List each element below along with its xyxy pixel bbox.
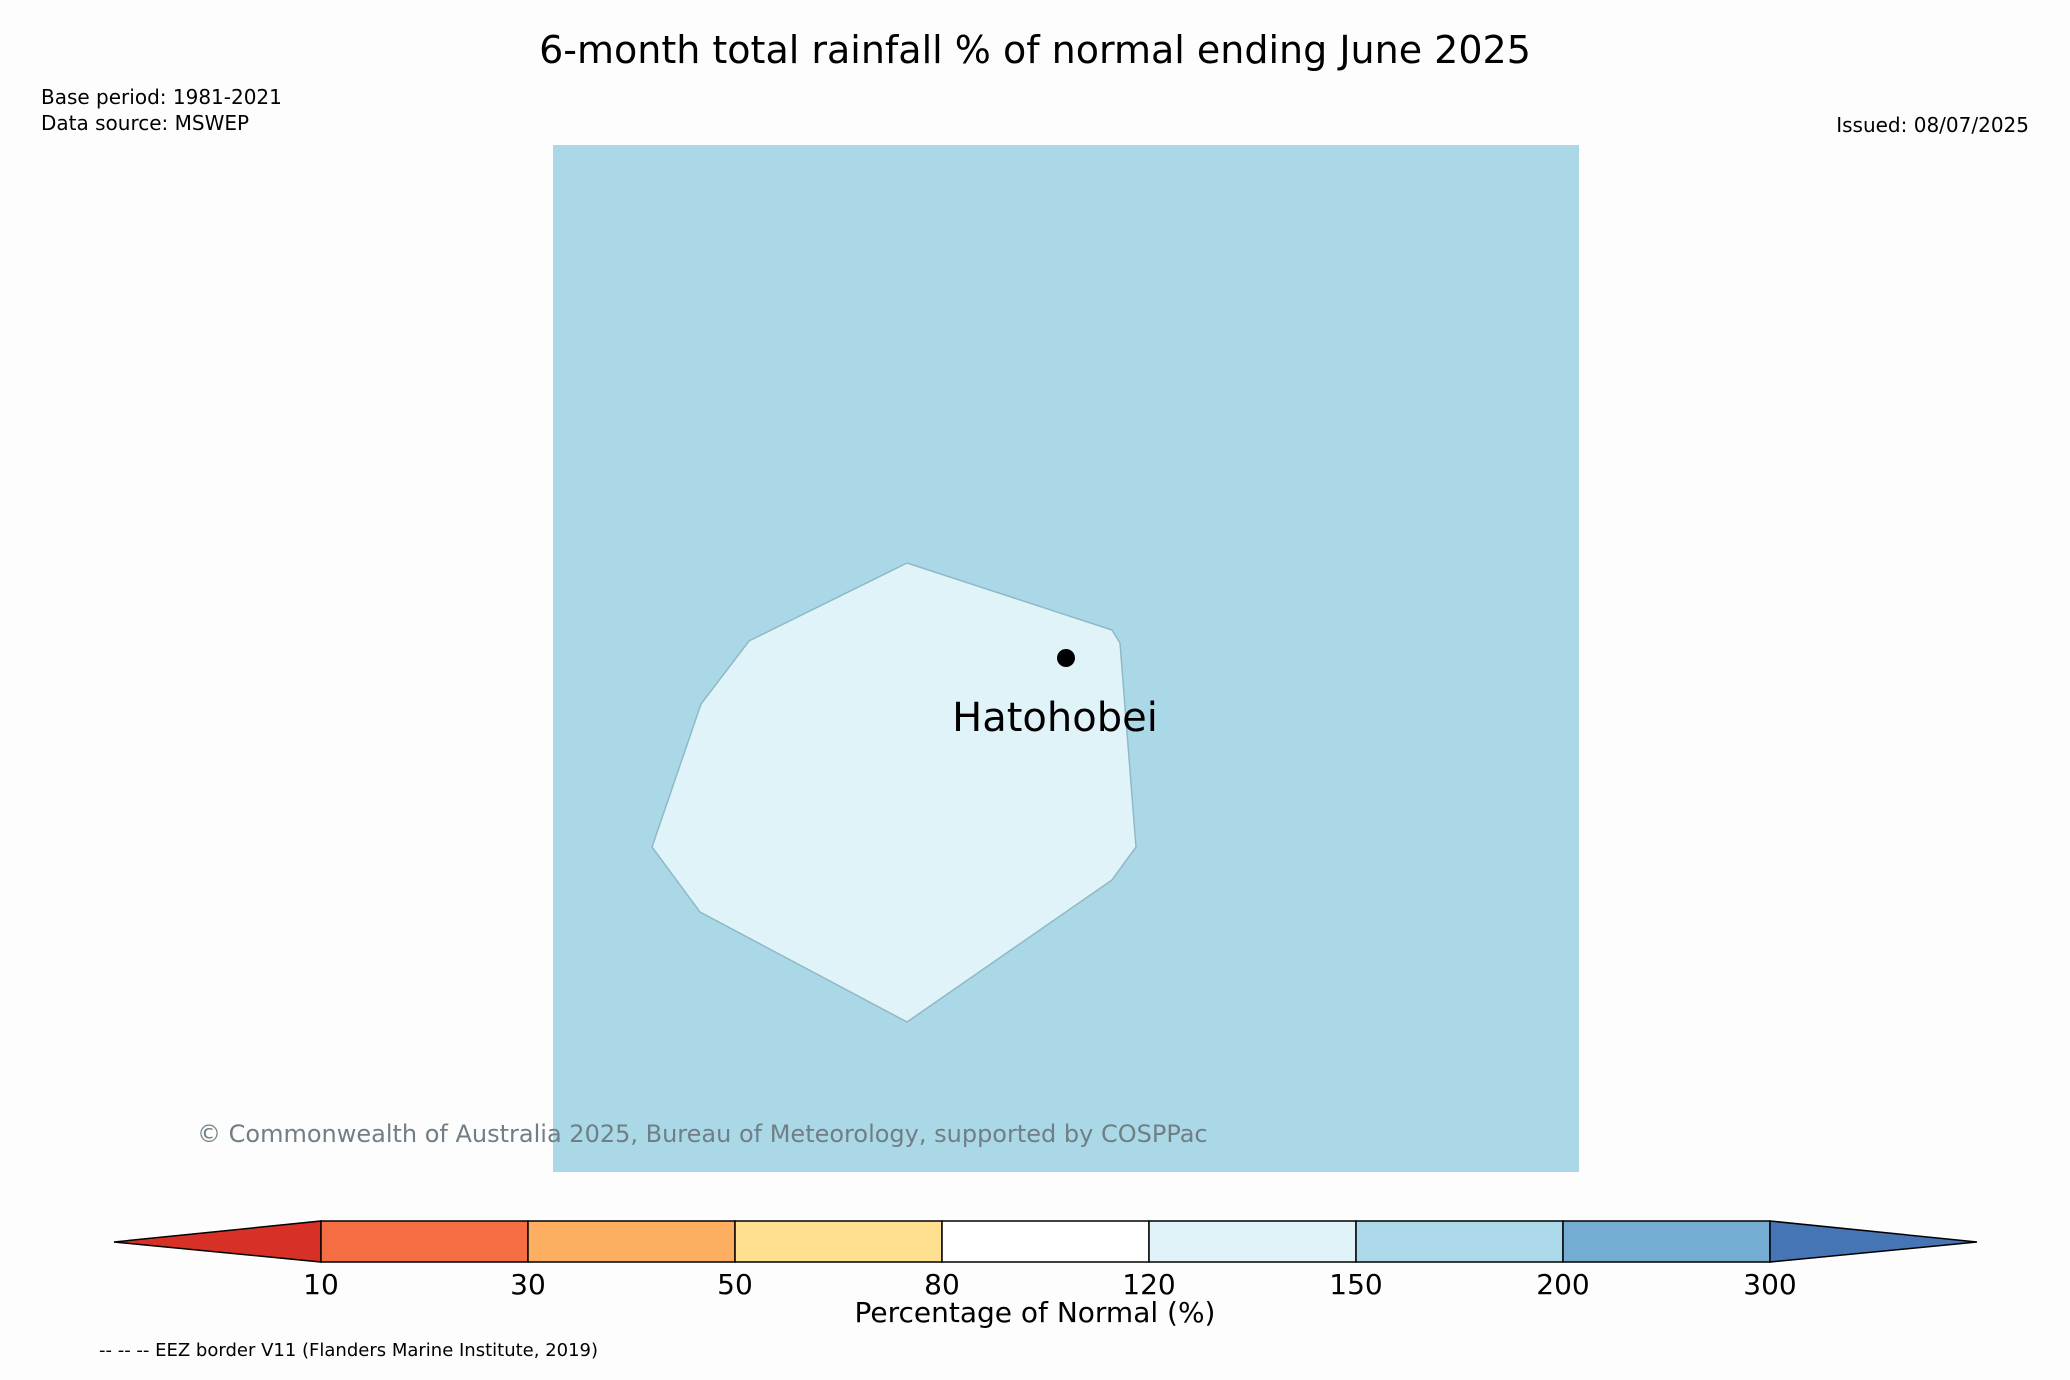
colorbar-tick-label: 50 (717, 1268, 753, 1301)
copyright-notice: © Commonwealth of Australia 2025, Bureau… (197, 1120, 1208, 1148)
colorbar-segment (527, 1220, 736, 1263)
colorbar-tick-label: 300 (1743, 1268, 1796, 1301)
colorbar-extend-low (113, 1220, 322, 1263)
colorbar-tick-label: 80 (924, 1268, 960, 1301)
issued-date: Issued: 08/07/2025 (1836, 113, 2029, 137)
colorbar-segment (734, 1220, 943, 1263)
colorbar-segment (320, 1220, 529, 1263)
colorbar-tick-label: 200 (1536, 1268, 1589, 1301)
colorbar-extend-high (1769, 1220, 1978, 1263)
colorbar-segment (1148, 1220, 1357, 1263)
colorbar-segment (1562, 1220, 1771, 1263)
place-label: Hatohobei (952, 695, 1158, 741)
island-marker (1057, 649, 1075, 667)
colorbar-segment (941, 1220, 1150, 1263)
data-source: Data source: MSWEP (41, 111, 250, 135)
colorbar-tick-label: 120 (1122, 1268, 1175, 1301)
colorbar-tick-label: 30 (510, 1268, 546, 1301)
colorbar-label: Percentage of Normal (%) (854, 1296, 1216, 1329)
eez-region (651, 562, 1137, 1023)
colorbar-tick-label: 150 (1329, 1268, 1382, 1301)
map-title: 6-month total rainfall % of normal endin… (539, 28, 1531, 72)
colorbar-tick-label: 10 (303, 1268, 339, 1301)
colorbar-segment (1355, 1220, 1564, 1263)
eez-footnote: -- -- -- EEZ border V11 (Flanders Marine… (99, 1340, 599, 1361)
colorbar: 10 30 50 80 120 150 200 300 (113, 1220, 1978, 1301)
base-period: Base period: 1981-2021 (41, 85, 282, 109)
